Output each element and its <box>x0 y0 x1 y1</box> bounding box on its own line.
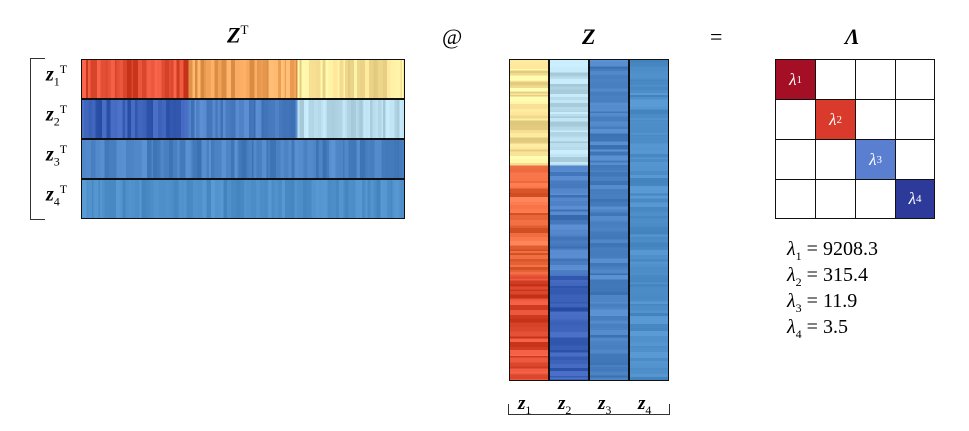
z-col-z2-heatmap <box>549 59 589 381</box>
z-col-bracket <box>508 404 670 415</box>
lambda-cell <box>815 139 856 180</box>
lambda-cell <box>895 139 935 180</box>
col-label-z4: z4 <box>638 393 652 417</box>
z-title: Z <box>582 24 596 49</box>
row-label-z3: z3T <box>46 142 68 169</box>
col-label-z2: z2 <box>558 393 572 417</box>
lambda-cell <box>815 179 856 219</box>
lambda-cell <box>775 99 816 140</box>
col-label-z1: z1 <box>518 393 532 417</box>
zt-row-z2-heatmap <box>81 99 405 139</box>
lambda-cell <box>775 179 816 219</box>
zt-row-z3-heatmap <box>81 139 405 179</box>
eigenvalue-4: λ4 = 3.5 <box>787 316 848 341</box>
eigenvalue-3: λ3 = 11.9 <box>787 290 858 315</box>
col-label-z3: z3 <box>598 393 612 417</box>
eigenvalue-1: λ1 = 9208.3 <box>787 238 878 263</box>
eigenvalue-2: λ2 = 315.4 <box>787 264 868 289</box>
lambda-cell <box>855 99 896 140</box>
lambda-cell <box>895 99 935 140</box>
row-label-z4: z4T <box>46 182 68 209</box>
zt-row-z4-heatmap <box>81 179 405 219</box>
z-col-z3-heatmap <box>589 59 629 381</box>
z-col-z4-heatmap <box>629 59 669 381</box>
lambda-cell <box>855 59 896 100</box>
z-col-z1-heatmap <box>509 59 549 381</box>
lambda-title: Λ <box>845 24 860 49</box>
lambda-cell <box>895 59 935 100</box>
equals-operator: = <box>710 24 723 49</box>
lambda-cell <box>815 59 856 100</box>
lambda-cell <box>775 139 816 180</box>
row-label-z2: z2T <box>46 102 68 129</box>
matmul-operator: @ <box>442 24 463 49</box>
zt-title: ZT <box>227 22 249 48</box>
zt-row-bracket <box>30 58 45 220</box>
row-label-z1: z1T <box>46 62 68 89</box>
zt-row-z1-heatmap <box>81 59 405 99</box>
lambda-cell <box>855 179 896 219</box>
